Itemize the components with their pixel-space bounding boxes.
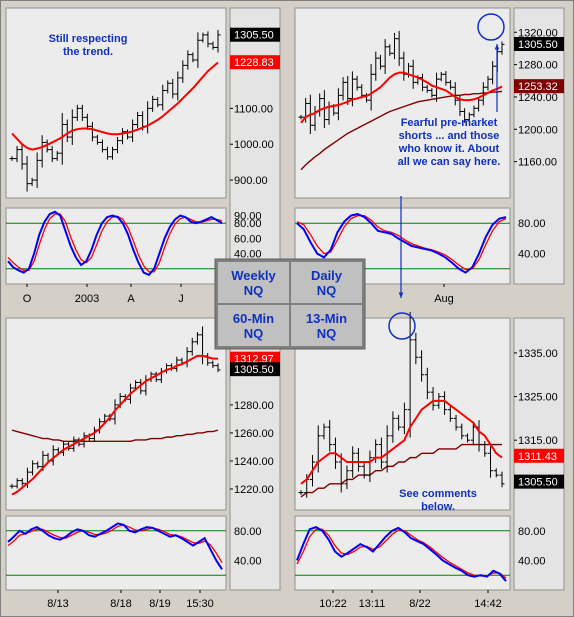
annotation-text: the trend. — [63, 46, 113, 58]
weekly-x-tick-label: O — [23, 293, 32, 305]
13-min-osc-tick-label: 40.00 — [518, 555, 546, 567]
daily-long-ma-line — [300, 90, 503, 171]
60-min-y-tick-label: 1260.00 — [234, 428, 274, 440]
weekly-price-axis — [229, 7, 281, 285]
weekly-price-label-box — [230, 55, 280, 70]
annotation-arrow-up-head — [494, 44, 500, 50]
annotation-arrow-down-head — [398, 292, 404, 298]
weekly-osc-tick-label: 80.00 — [234, 218, 262, 230]
13-min-long-ma-line — [300, 443, 502, 498]
13-min-price-label-box — [514, 448, 564, 463]
60-min-y-tick-label: 1240.00 — [234, 456, 274, 468]
60-min-y-tick-label: 1280.00 — [234, 400, 274, 412]
weekly-y-tick-label: 1000.00 — [234, 139, 274, 151]
13-min-x-tick-label: 14:42 — [474, 598, 502, 610]
annotation-text: Fearful pre-market — [401, 117, 498, 129]
60-min-y-tick-label: 1220.00 — [234, 484, 274, 496]
13-min-stochastic-k-line — [296, 526, 507, 582]
daily-x-tick-label: Aug — [434, 293, 454, 305]
weekly-price-label: 1228.83 — [234, 57, 274, 69]
legend-weekly: Weekly NQ — [218, 262, 289, 303]
annotation-text: all we can say here. — [398, 156, 501, 168]
60-min-stochastic-d-line — [7, 524, 223, 563]
highlight-circle-daily — [477, 13, 505, 41]
60-min-osc-tick-label: 80.00 — [234, 526, 262, 538]
13-min-oscillator-plot — [294, 515, 511, 591]
60-min-x-tick-label: 15:30 — [186, 598, 214, 610]
daily-y-tick-label: 1280.00 — [518, 60, 558, 72]
13-min-price-plot — [294, 317, 511, 511]
60-min-x-tick-label: 8/19 — [149, 598, 170, 610]
daily-osc-tick-label: 40.00 — [518, 249, 546, 261]
weekly-osc-tick-label: 60.00 — [234, 233, 262, 245]
daily-price-plot — [294, 7, 511, 199]
legend-13min: 13-Min NQ — [291, 305, 362, 346]
weekly-stochastic-k-line — [7, 210, 223, 277]
weekly-osc-tick-label: 40.00 — [234, 249, 262, 261]
daily-price-label-box — [514, 36, 564, 51]
daily-price-label-box — [514, 79, 564, 94]
13-min-y-tick-label: 1335.00 — [518, 348, 558, 360]
daily-y-tick-label: 1240.00 — [518, 92, 558, 104]
60-min-moving-average-line — [11, 354, 218, 496]
13-min-x-tick-label: 10:22 — [319, 598, 347, 610]
annotation-text: who know it. About — [398, 143, 500, 155]
legend-daily: Daily NQ — [291, 262, 362, 303]
13-min-price-label: 1305.50 — [518, 477, 558, 489]
daily-moving-average-line — [300, 71, 503, 124]
daily-price-axis — [513, 7, 565, 285]
daily-price-label: 1305.50 — [518, 39, 558, 51]
13-min-osc-tick-label: 80.00 — [518, 526, 546, 538]
daily-y-tick-label: 1200.00 — [518, 124, 558, 136]
weekly-moving-average-line — [11, 61, 219, 151]
60-min-price-plot — [5, 317, 227, 511]
weekly-price-label-box — [230, 27, 280, 42]
13-min-x-tick-label: 13:11 — [359, 598, 386, 610]
weekly-price-plot — [5, 7, 227, 199]
weekly-x-tick-label: A — [127, 293, 135, 305]
60-min-osc-tick-label: 40.00 — [234, 555, 262, 567]
annotation-text: below. — [421, 501, 455, 513]
annotation-text: Still respecting — [49, 33, 128, 45]
legend-60min: 60-Min NQ — [218, 305, 289, 346]
13-min-y-tick-label: 1315.00 — [518, 435, 558, 447]
13-min-price-label: 1311.43 — [518, 451, 557, 463]
60-min-long-ma-line — [11, 429, 219, 443]
weekly-x-tick-label: J — [178, 293, 184, 305]
daily-price-label: 1253.32 — [518, 81, 558, 93]
weekly-y-tick-label: 1100.00 — [234, 103, 273, 115]
weekly-osc-tick-label: 90.00 — [234, 211, 262, 223]
highlight-circle-13min — [388, 312, 416, 340]
60-min-x-tick-label: 8/18 — [110, 598, 131, 610]
weekly-price-label: 1305.50 — [234, 30, 274, 42]
13-min-moving-average-line — [300, 399, 503, 485]
60-min-price-label-box — [230, 362, 280, 377]
60-min-x-tick-label: 8/13 — [47, 598, 68, 610]
weekly-y-tick-label: 900.00 — [234, 175, 268, 187]
60-min-price-label: 1305.50 — [234, 364, 274, 376]
annotation-text: shorts ... and those — [399, 130, 500, 142]
60-min-stochastic-k-line — [7, 522, 223, 570]
daily-y-tick-label: 1160.00 — [518, 157, 557, 169]
daily-osc-tick-label: 80.00 — [518, 218, 546, 230]
daily-y-tick-label: 1320.00 — [518, 27, 558, 39]
annotation-text: See comments — [399, 488, 477, 500]
weekly-x-tick-label: 2003 — [75, 293, 99, 305]
13-min-price-label-box — [514, 474, 564, 489]
13-min-x-tick-label: 8/22 — [409, 598, 430, 610]
13-min-y-tick-label: 1325.00 — [518, 392, 558, 404]
